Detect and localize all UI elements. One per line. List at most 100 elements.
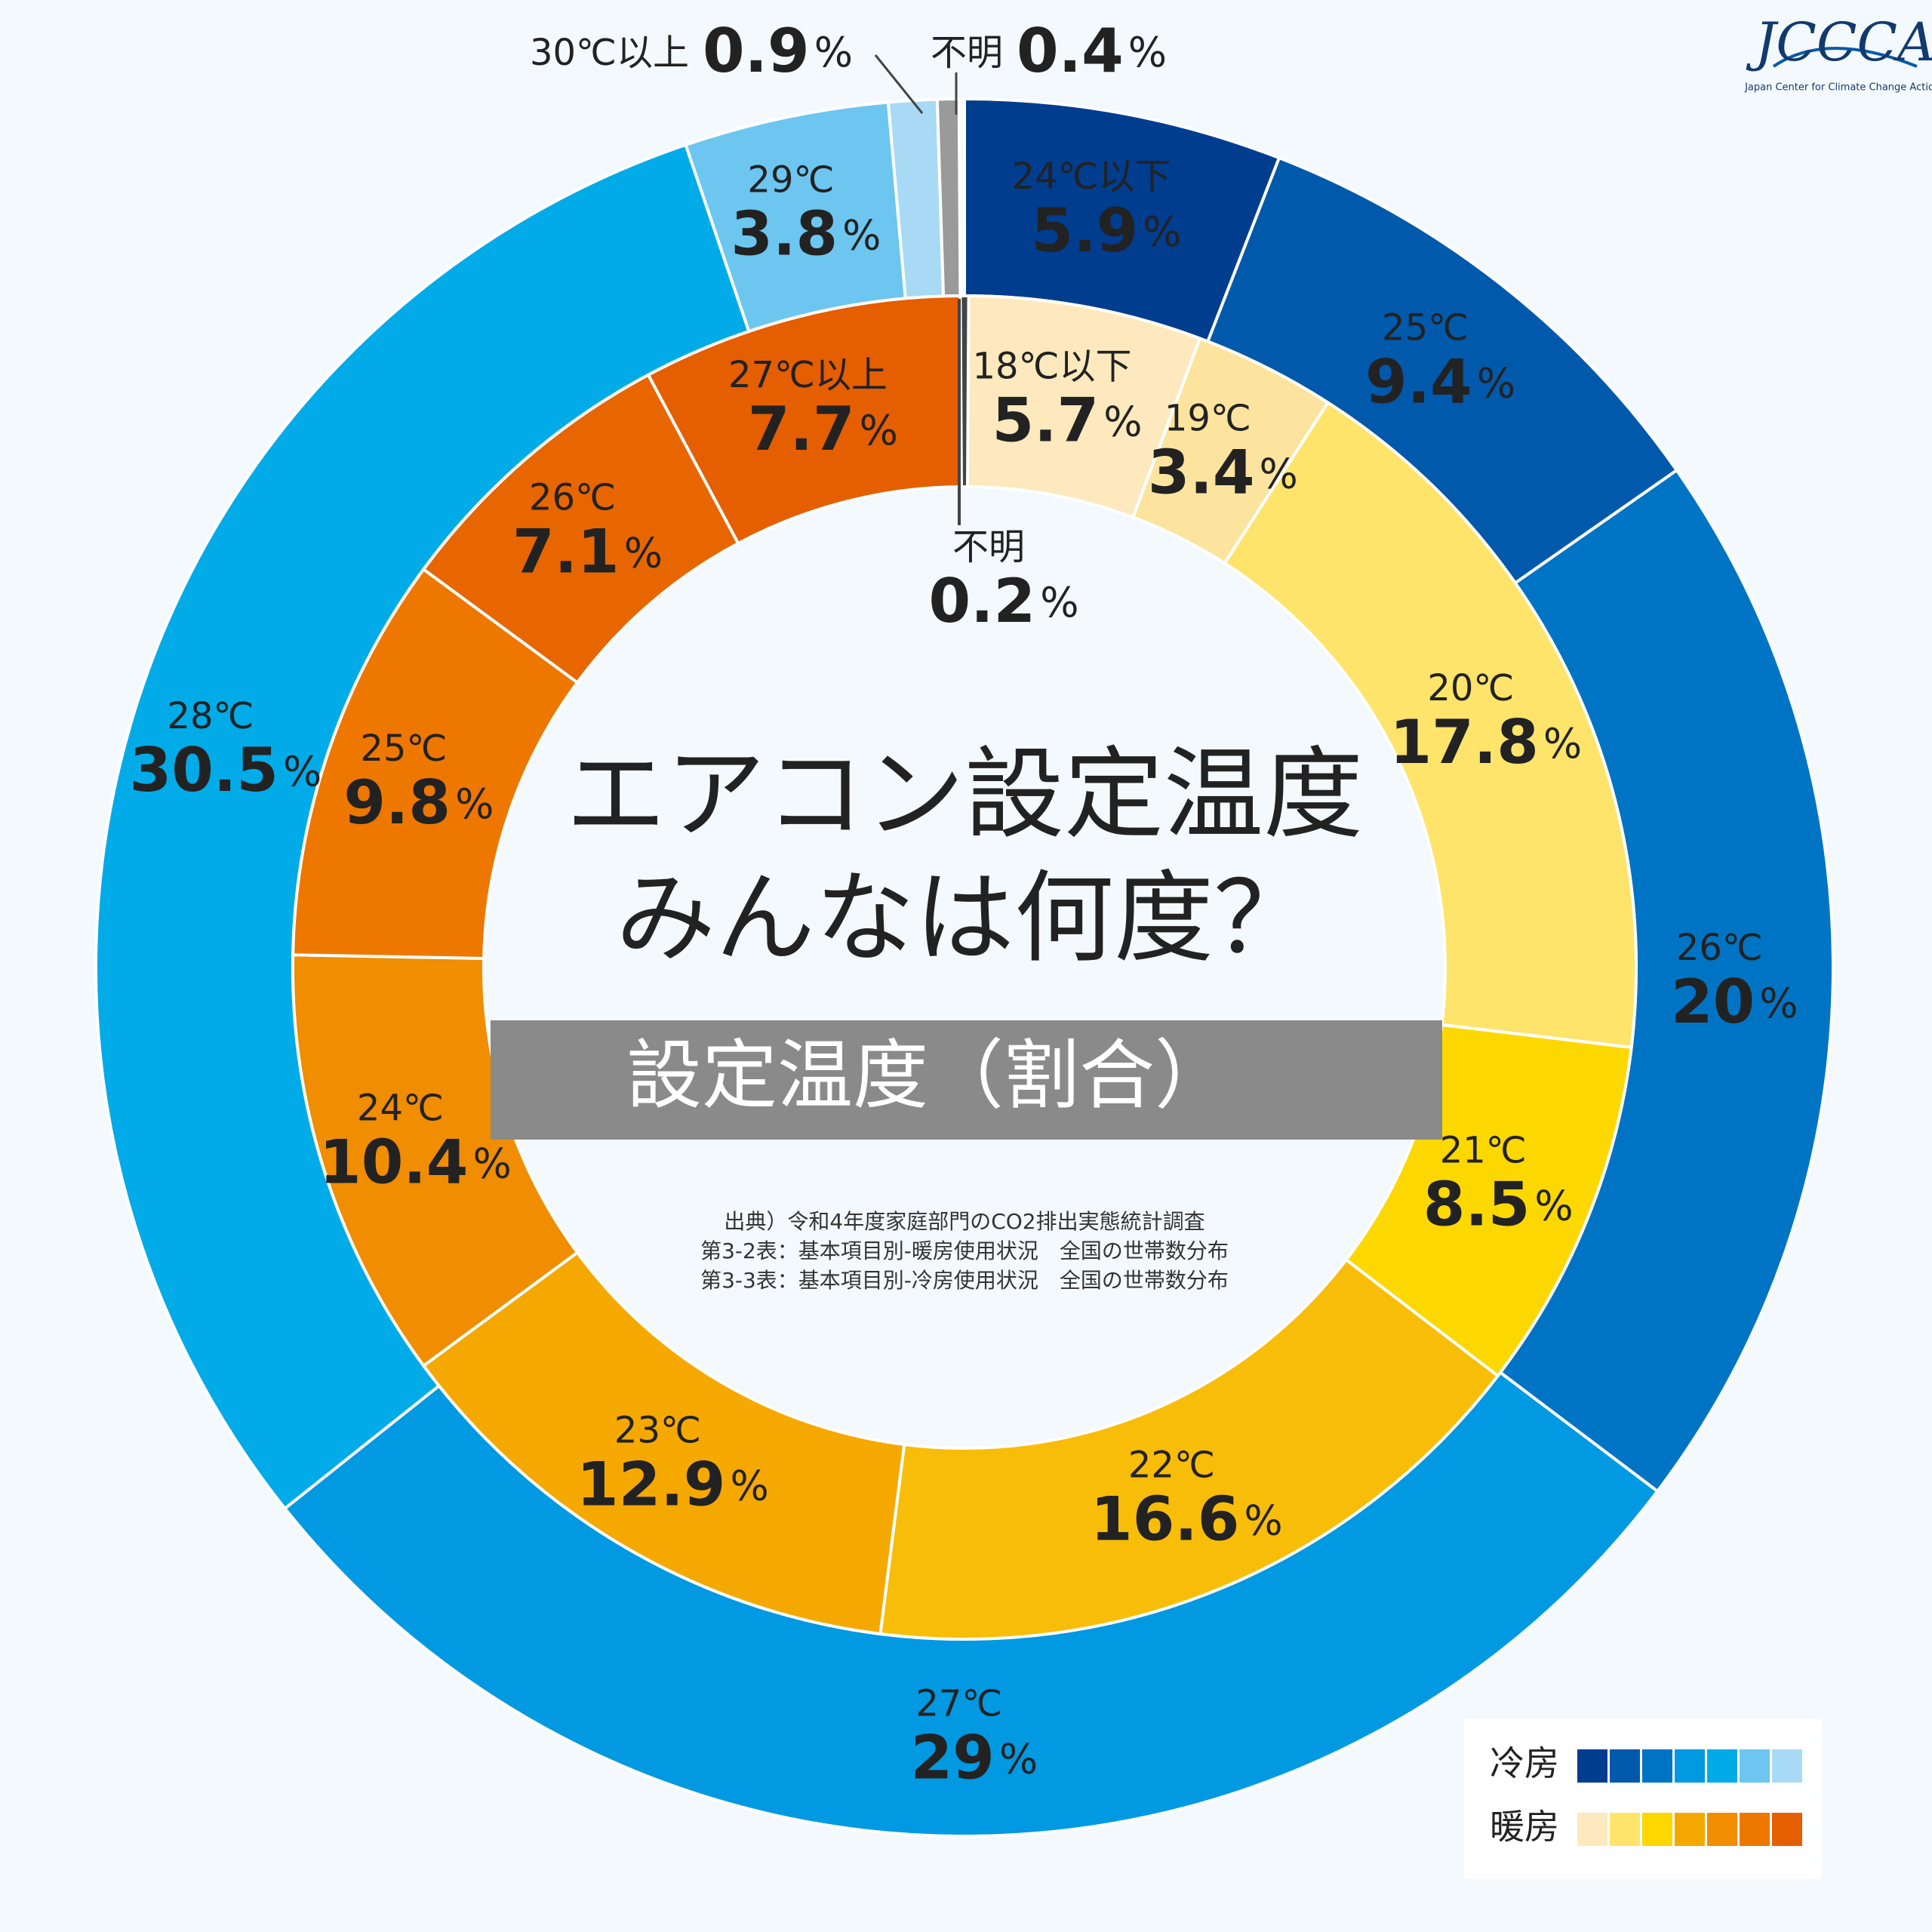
category-label: 不明 xyxy=(952,526,1025,568)
category-label: 30℃以上 xyxy=(530,32,689,74)
legend-swatch xyxy=(1642,1813,1672,1846)
label-band xyxy=(491,1020,1442,1140)
value-label: 10.4 xyxy=(319,1127,468,1197)
legend-swatch xyxy=(1610,1749,1640,1783)
unit-label: % xyxy=(283,748,321,795)
legend-swatch xyxy=(1707,1813,1737,1846)
legend-swatch xyxy=(1740,1749,1770,1783)
data-label: 7.7% xyxy=(748,394,898,464)
source-line: 第3-3表：基本項目別-冷房使用状況 全国の世帯数分布 xyxy=(700,1268,1229,1293)
category-label: 26℃ xyxy=(529,477,616,519)
value-label: 12.9 xyxy=(577,1449,725,1519)
leader-line xyxy=(874,54,924,114)
unit-label: % xyxy=(1103,398,1142,445)
unit-label: % xyxy=(472,1140,511,1187)
category-label: 26℃ xyxy=(1676,927,1763,969)
unit-label: % xyxy=(455,780,494,828)
category-label: 27℃以上 xyxy=(728,354,888,396)
legend-swatch xyxy=(1772,1749,1802,1783)
unit-label: % xyxy=(842,211,881,259)
legend-swatch xyxy=(1772,1813,1802,1846)
legend-swatch xyxy=(1707,1749,1737,1783)
data-label: 3.8% xyxy=(731,198,881,269)
unit-label: % xyxy=(814,29,853,76)
legend-swatch xyxy=(1642,1749,1672,1783)
data-label: 8.5% xyxy=(1423,1170,1574,1240)
unit-label: % xyxy=(1040,579,1078,626)
category-label: 24℃以下 xyxy=(1012,155,1171,198)
logo-subtitle: Japan Center for Climate Change Actions xyxy=(1744,82,1932,94)
value-label: 30.5 xyxy=(130,735,278,805)
data-label: 5.7% xyxy=(992,386,1142,456)
unit-label: % xyxy=(1759,980,1798,1027)
unit-label: % xyxy=(1143,208,1181,256)
data-label: 9.4% xyxy=(1365,347,1515,417)
unit-label: % xyxy=(1477,359,1515,407)
category-label: 22℃ xyxy=(1128,1444,1215,1486)
value-label: 29 xyxy=(911,1722,995,1792)
legend-swatch xyxy=(1577,1813,1607,1846)
value-label: 5.9 xyxy=(1032,195,1139,266)
legend-swatch xyxy=(1675,1813,1705,1846)
source-line: 第3-2表：基本項目別-暖房使用状況 全国の世帯数分布 xyxy=(700,1238,1229,1263)
category-label: 24℃ xyxy=(357,1087,444,1129)
data-label: 16.6% xyxy=(1091,1484,1283,1554)
data-label: 3.4% xyxy=(1148,438,1298,508)
unit-label: % xyxy=(1128,29,1167,76)
unit-label: % xyxy=(860,407,898,454)
legend-swatch xyxy=(1610,1813,1640,1846)
data-label: 7.1% xyxy=(512,517,663,587)
category-label: 29℃ xyxy=(747,158,834,201)
value-label: 0.9 xyxy=(703,16,810,86)
logo-arc xyxy=(1772,47,1918,68)
data-label: 12.9% xyxy=(577,1449,769,1519)
category-label: 23℃ xyxy=(614,1409,701,1451)
data-label: 30.5% xyxy=(130,735,322,805)
band-label: 設定温度（割合） xyxy=(626,1031,1230,1119)
category-label: 25℃ xyxy=(1382,307,1469,349)
value-label: 0.4 xyxy=(1017,16,1124,86)
category-label: 28℃ xyxy=(167,695,254,737)
data-label: 0.2% xyxy=(928,566,1078,636)
value-label: 17.8 xyxy=(1389,707,1538,777)
legend-swatch xyxy=(1675,1749,1705,1783)
segment xyxy=(958,294,971,489)
value-label: 16.6 xyxy=(1091,1484,1239,1554)
value-label: 7.1 xyxy=(512,517,620,587)
unit-label: % xyxy=(730,1462,768,1509)
unit-label: % xyxy=(999,1735,1038,1783)
value-label: 0.2 xyxy=(928,566,1035,636)
value-label: 9.8 xyxy=(343,768,451,838)
category-label: 20℃ xyxy=(1427,667,1514,709)
data-label: 5.9% xyxy=(1032,195,1182,266)
segment xyxy=(1222,400,1638,1050)
category-label: 25℃ xyxy=(360,728,447,770)
legend-swatch xyxy=(1577,1749,1607,1783)
data-label: 17.8% xyxy=(1389,707,1582,777)
segment xyxy=(878,1257,1500,1641)
legend-label: 暖房 xyxy=(1490,1807,1559,1847)
category-label: 27℃ xyxy=(915,1682,1002,1724)
source-line: 出典）令和4年度家庭部門のCO2排出実態統計調査 xyxy=(724,1209,1204,1234)
data-label: 10.4% xyxy=(319,1127,512,1197)
value-label: 7.7 xyxy=(748,394,855,464)
data-label: 不明 0.4% xyxy=(931,16,1167,86)
rings xyxy=(94,97,1835,1838)
value-label: 5.7 xyxy=(992,386,1099,456)
category-label: 18℃以下 xyxy=(972,346,1131,388)
category-label: 21℃ xyxy=(1440,1130,1527,1172)
value-label: 9.4 xyxy=(1365,347,1472,417)
data-label: 30℃以上 0.9% xyxy=(530,16,853,86)
unit-label: % xyxy=(1244,1497,1282,1544)
logo: JCCCA xyxy=(1746,11,1932,73)
data-label: 9.8% xyxy=(343,768,494,838)
value-label: 8.5 xyxy=(1423,1170,1531,1240)
legend-swatch xyxy=(1740,1813,1770,1846)
chart-subtitle: みんなは何度？ xyxy=(616,860,1313,977)
value-label: 3.8 xyxy=(731,198,838,269)
legend-label: 冷房 xyxy=(1490,1743,1559,1784)
legend-box xyxy=(1464,1719,1822,1879)
unit-label: % xyxy=(624,529,663,577)
value-label: 3.4 xyxy=(1148,438,1255,508)
